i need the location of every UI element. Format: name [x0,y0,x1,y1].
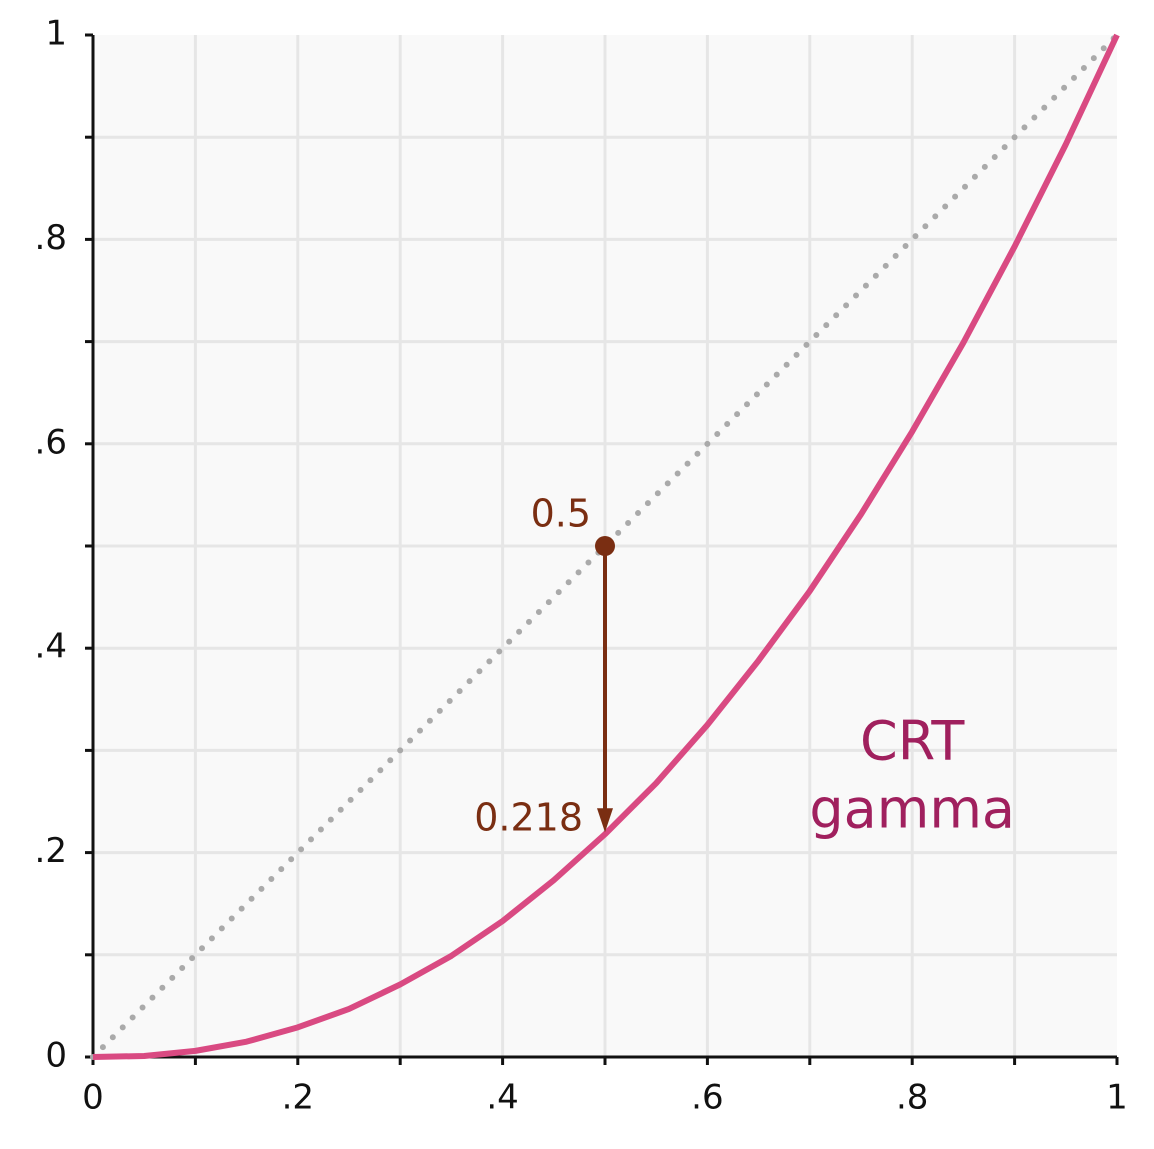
series-line [92,33,1120,1060]
y-tick-label: 1 [45,14,67,54]
start-point [595,536,615,556]
y-tick-label: .2 [35,831,67,871]
y-tick-label: 0 [45,1036,67,1076]
x-tick-label: 0 [82,1078,104,1118]
series-line [90,32,1120,1060]
x-tick-label: .4 [486,1078,518,1118]
x-tick-label: .2 [282,1078,314,1118]
x-tick-label: .8 [896,1078,928,1118]
start-label: 0.5 [531,492,591,536]
curve-label: gamma [809,778,1015,841]
arrow-head [597,808,613,833]
x-tick-label: .6 [691,1078,723,1118]
curve-label: CRT [860,710,965,773]
x-tick-label: 1 [1106,1078,1128,1118]
y-tick-label: .6 [35,422,67,462]
y-tick-label: .8 [35,218,67,258]
y-tick-label: .4 [35,627,67,667]
end-label: 0.218 [474,796,583,840]
